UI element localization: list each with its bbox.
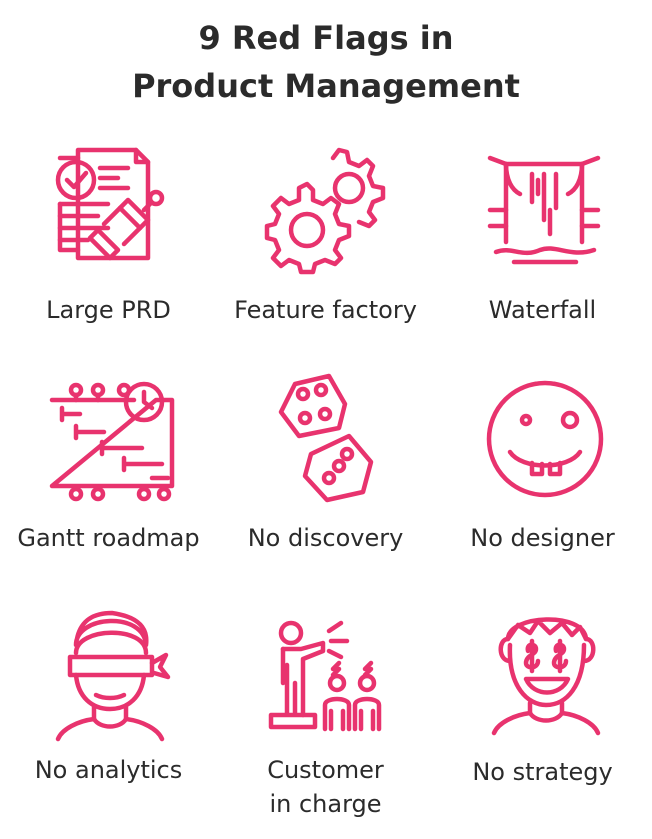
item-label: Customer in charge xyxy=(217,753,434,821)
item-label: No analytics xyxy=(34,756,183,784)
item-label-line-1: Customer xyxy=(267,756,384,784)
title-line-1: 9 Red Flags in xyxy=(198,19,454,57)
item-label: Large PRD xyxy=(46,296,171,324)
grid-item-no-designer: No designer xyxy=(434,378,651,578)
person-shouting-at-crowd-icon xyxy=(265,605,390,735)
grid-item-large-prd: Large PRD xyxy=(0,140,217,340)
silly-face-icon xyxy=(484,378,606,500)
grid-item-waterfall: Waterfall xyxy=(434,140,651,340)
money-eyes-face-icon xyxy=(486,605,606,736)
grid-item-no-analytics: No analytics xyxy=(0,605,217,835)
title-line-2: Product Management xyxy=(132,67,520,105)
item-label-line-2: in charge xyxy=(269,790,382,818)
grid-item-feature-factory: Feature factory xyxy=(217,140,434,340)
gantt-chart-icon xyxy=(46,378,181,503)
grid-item-gantt-roadmap: Gantt roadmap xyxy=(0,378,217,578)
item-label: Feature factory xyxy=(234,296,417,324)
item-label: Gantt roadmap xyxy=(17,524,200,552)
grid-item-no-discovery: No discovery xyxy=(217,372,434,572)
item-label: Waterfall xyxy=(488,296,597,324)
item-label: No designer xyxy=(470,524,615,552)
page-title: 9 Red Flags in Product Management xyxy=(0,14,652,110)
waterfall-icon xyxy=(486,150,601,265)
blindfolded-person-icon xyxy=(48,605,173,742)
item-label: No strategy xyxy=(472,758,613,786)
grid-item-customer-in-charge: Customer in charge xyxy=(217,605,434,835)
item-label: No discovery xyxy=(247,524,404,552)
grid-item-no-strategy: No strategy xyxy=(434,605,651,835)
dice-icon xyxy=(275,372,385,503)
document-stamp-icon xyxy=(48,140,173,270)
gears-icon xyxy=(263,144,388,275)
